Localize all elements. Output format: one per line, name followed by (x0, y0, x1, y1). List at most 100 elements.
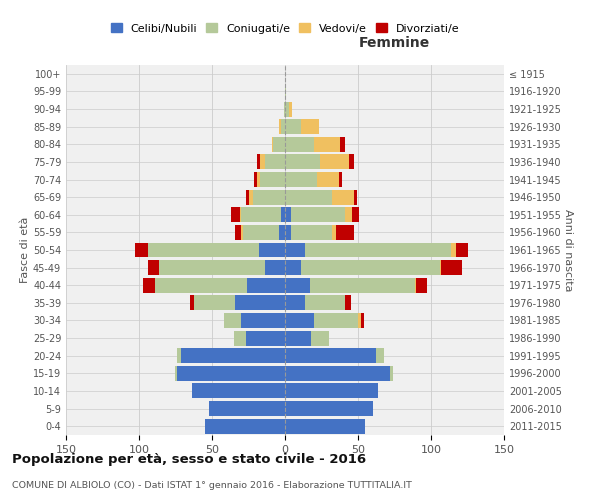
Bar (285, 119, 301, 134)
Bar (160, 260, 265, 275)
Bar (254, 172, 257, 187)
Bar (245, 190, 248, 204)
Bar (440, 260, 441, 275)
Bar (390, 366, 393, 381)
Bar (281, 119, 285, 134)
Bar (231, 208, 240, 222)
Bar (285, 401, 373, 416)
Bar (257, 154, 260, 170)
Bar (284, 102, 285, 116)
Bar (416, 278, 427, 292)
Bar (148, 242, 259, 258)
Bar (134, 242, 148, 258)
Bar (279, 119, 281, 134)
Bar (317, 172, 339, 187)
Bar (345, 208, 352, 222)
Text: Popolazione per età, sesso e stato civile - 2016: Popolazione per età, sesso e stato civil… (12, 452, 366, 466)
Bar (345, 296, 350, 310)
Bar (285, 154, 320, 170)
Bar (279, 225, 285, 240)
Bar (257, 172, 260, 187)
Text: Femmine: Femmine (359, 36, 430, 50)
Bar (281, 208, 285, 222)
Text: COMUNE DI ALBIOLO (CO) - Dati ISTAT 1° gennaio 2016 - Elaborazione TUTTITALIA.IT: COMUNE DI ALBIOLO (CO) - Dati ISTAT 1° g… (12, 481, 412, 490)
Bar (314, 313, 358, 328)
Bar (285, 278, 310, 292)
Bar (285, 260, 301, 275)
Bar (451, 242, 456, 258)
Bar (301, 119, 319, 134)
Bar (265, 260, 285, 275)
Bar (272, 137, 274, 152)
Bar (234, 330, 245, 345)
Bar (260, 154, 265, 170)
Bar (247, 278, 285, 292)
Bar (285, 137, 314, 152)
Bar (285, 84, 286, 99)
Bar (177, 348, 181, 363)
Bar (285, 172, 317, 187)
Bar (340, 137, 345, 152)
Bar (241, 225, 242, 240)
Bar (177, 366, 285, 381)
Bar (456, 242, 467, 258)
Bar (240, 208, 241, 222)
Bar (285, 384, 379, 398)
Bar (245, 330, 285, 345)
Bar (241, 208, 281, 222)
Bar (235, 225, 241, 240)
Bar (314, 137, 340, 152)
Bar (205, 418, 285, 434)
Bar (155, 278, 247, 292)
Bar (301, 260, 440, 275)
Bar (376, 348, 384, 363)
Bar (241, 313, 285, 328)
Bar (242, 225, 279, 240)
Bar (310, 278, 415, 292)
Bar (285, 330, 311, 345)
Bar (305, 296, 345, 310)
Bar (148, 260, 160, 275)
Bar (191, 384, 285, 398)
Bar (175, 366, 177, 381)
Bar (285, 313, 314, 328)
Bar (285, 102, 289, 116)
Bar (181, 348, 285, 363)
Bar (291, 225, 332, 240)
Bar (253, 190, 285, 204)
Bar (358, 313, 361, 328)
Bar (361, 313, 364, 328)
Bar (336, 225, 353, 240)
Bar (260, 172, 285, 187)
Bar (194, 296, 235, 310)
Bar (441, 260, 461, 275)
Y-axis label: Fasce di età: Fasce di età (20, 217, 30, 283)
Legend: Celibi/Nubili, Coniugati/e, Vedovi/e, Divorziati/e: Celibi/Nubili, Coniugati/e, Vedovi/e, Di… (106, 19, 464, 38)
Bar (143, 278, 155, 292)
Bar (285, 366, 390, 381)
Bar (190, 296, 194, 310)
Bar (285, 190, 332, 204)
Bar (349, 154, 353, 170)
Bar (289, 102, 292, 116)
Bar (352, 208, 359, 222)
Bar (415, 278, 416, 292)
Bar (235, 296, 285, 310)
Bar (285, 208, 291, 222)
Bar (248, 190, 253, 204)
Bar (265, 154, 285, 170)
Bar (224, 313, 241, 328)
Bar (209, 401, 285, 416)
Bar (332, 225, 336, 240)
Bar (285, 348, 376, 363)
Bar (320, 154, 349, 170)
Bar (274, 137, 285, 152)
Bar (339, 172, 342, 187)
Bar (285, 418, 365, 434)
Bar (285, 225, 291, 240)
Bar (305, 242, 451, 258)
Bar (285, 296, 305, 310)
Bar (353, 190, 356, 204)
Bar (259, 242, 285, 258)
Bar (332, 190, 353, 204)
